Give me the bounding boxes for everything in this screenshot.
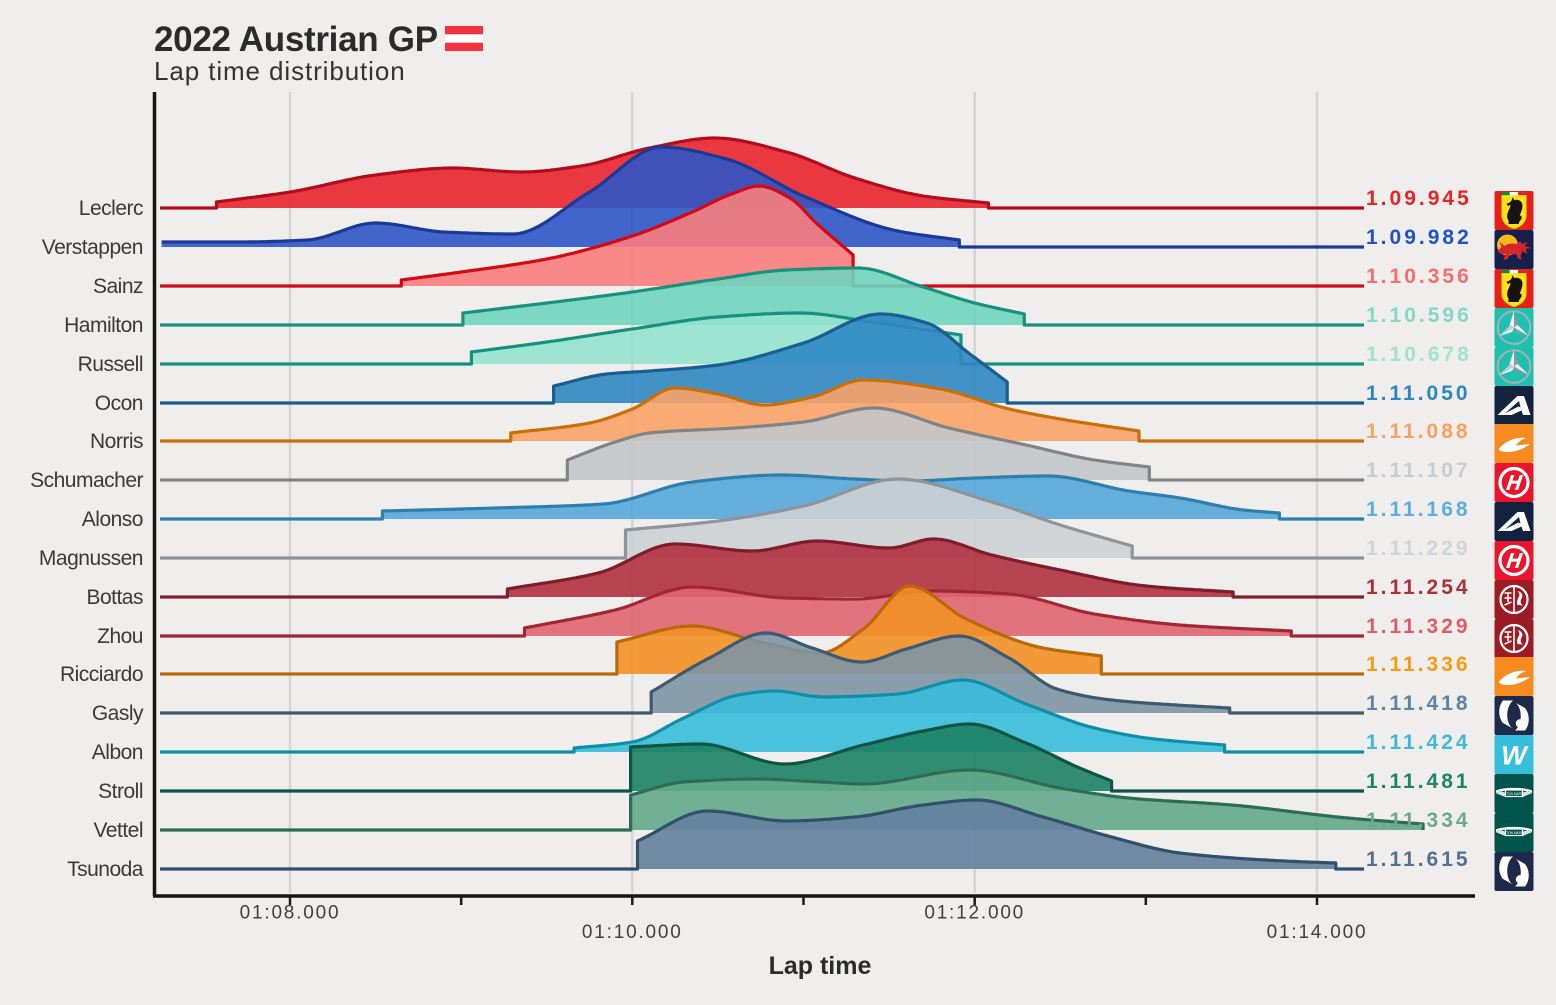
svg-text:1.11.418: 1.11.418 [1366, 692, 1471, 715]
svg-text:2022 Austrian GP: 2022 Austrian GP [154, 20, 438, 59]
svg-text:Hamilton: Hamilton [64, 314, 143, 337]
svg-text:Vettel: Vettel [93, 819, 143, 842]
svg-text:1.11.424: 1.11.424 [1366, 731, 1471, 754]
svg-text:ASTON MARTIN: ASTON MARTIN [1502, 792, 1527, 796]
svg-text:01:08.000: 01:08.000 [240, 903, 341, 924]
svg-text:Lap time distribution: Lap time distribution [154, 56, 406, 86]
svg-text:W: W [1501, 741, 1529, 771]
svg-text:Magnussen: Magnussen [39, 547, 143, 570]
svg-text:Stroll: Stroll [98, 780, 143, 803]
svg-text:ASTON MARTIN: ASTON MARTIN [1502, 831, 1527, 835]
svg-text:Norris: Norris [90, 430, 143, 453]
svg-text:1.11.334: 1.11.334 [1366, 809, 1471, 832]
svg-text:01:10.000: 01:10.000 [582, 922, 683, 943]
svg-text:Schumacher: Schumacher [30, 469, 143, 492]
svg-text:1.11.050: 1.11.050 [1366, 382, 1471, 405]
svg-text:1.11.336: 1.11.336 [1366, 653, 1471, 676]
svg-text:Albon: Albon [92, 741, 143, 764]
svg-text:01:14.000: 01:14.000 [1267, 922, 1368, 943]
svg-text:Tsunoda: Tsunoda [67, 858, 144, 881]
svg-text:1.10.596: 1.10.596 [1366, 304, 1472, 327]
svg-text:1.11.229: 1.11.229 [1366, 537, 1471, 560]
svg-text:Ricciardo: Ricciardo [60, 663, 143, 686]
svg-text:1.11.254: 1.11.254 [1366, 576, 1471, 599]
svg-text:Russell: Russell [78, 353, 143, 376]
svg-text:1.11.088: 1.11.088 [1366, 420, 1471, 443]
svg-text:Alonso: Alonso [82, 508, 143, 531]
svg-text:1.09.945: 1.09.945 [1366, 187, 1472, 210]
svg-text:01:12.000: 01:12.000 [924, 903, 1025, 924]
svg-text:1.10.356: 1.10.356 [1366, 265, 1472, 288]
svg-text:Sainz: Sainz [93, 275, 143, 298]
svg-text:1.11.168: 1.11.168 [1366, 498, 1471, 521]
svg-text:Zhou: Zhou [97, 625, 143, 648]
svg-text:1.11.329: 1.11.329 [1366, 615, 1471, 638]
svg-text:Lap time: Lap time [769, 952, 872, 980]
svg-text:1.11.107: 1.11.107 [1366, 459, 1471, 482]
svg-text:Bottas: Bottas [86, 586, 143, 609]
svg-text:1.11.615: 1.11.615 [1366, 848, 1471, 871]
svg-text:1.09.982: 1.09.982 [1366, 226, 1472, 249]
svg-text:1.11.481: 1.11.481 [1366, 770, 1471, 793]
svg-text:1.10.678: 1.10.678 [1366, 343, 1472, 366]
svg-text:Gasly: Gasly [92, 702, 144, 725]
svg-text:Ocon: Ocon [95, 392, 143, 415]
svg-text:Verstappen: Verstappen [42, 236, 143, 259]
svg-text:Leclerc: Leclerc [79, 197, 143, 220]
